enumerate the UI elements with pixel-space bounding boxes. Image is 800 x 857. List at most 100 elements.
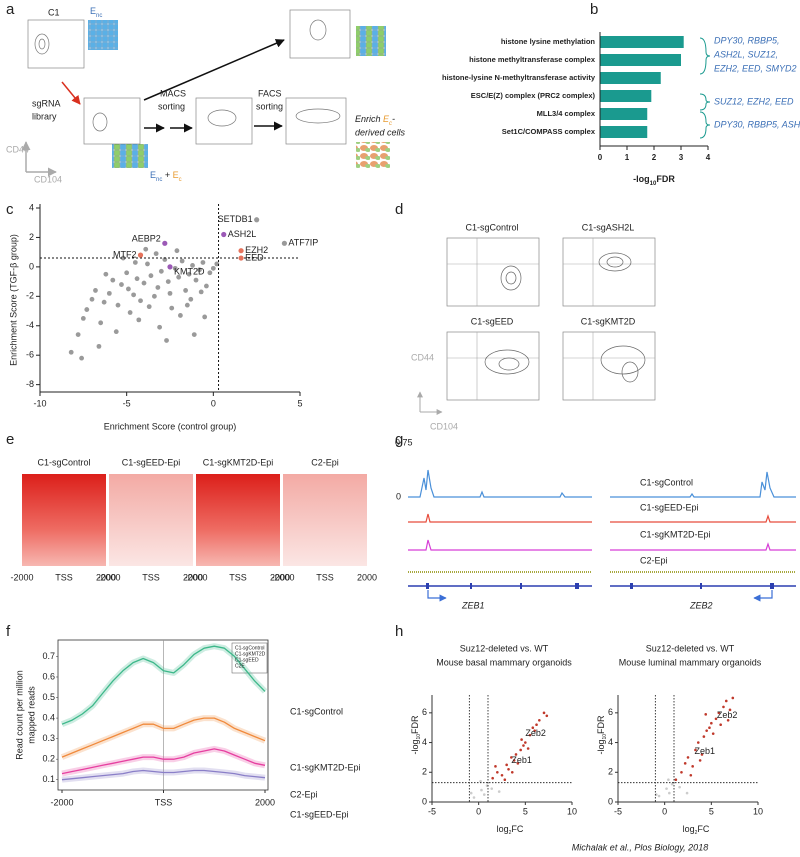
- point: [728, 708, 732, 712]
- point: [178, 313, 183, 318]
- annotation: ASH2L, SUZ12,: [713, 49, 778, 59]
- point: [155, 285, 161, 290]
- category-label: histone-lysine N-methyltransferase activ…: [442, 73, 596, 82]
- line: [61, 748, 266, 775]
- y-tick-label: 0.5: [42, 692, 55, 702]
- plot-title: Suz12-deleted vs. WT: [460, 643, 549, 653]
- point: [134, 276, 140, 282]
- plot-title: Suz12-deleted vs. WT: [646, 643, 735, 653]
- point: [490, 787, 494, 790]
- point: [524, 741, 527, 744]
- highlight-point: [254, 217, 260, 223]
- contour: [505, 271, 517, 285]
- point: [145, 261, 150, 267]
- flow-plot: [285, 97, 347, 145]
- point: [722, 705, 725, 709]
- arrow: [143, 39, 285, 101]
- point-label: SETDB1: [218, 214, 253, 224]
- y-tick-label: 0: [29, 261, 34, 271]
- bar: [600, 126, 648, 138]
- category-label: histone lysine methylation: [501, 37, 596, 46]
- point: [179, 258, 185, 264]
- point-label: EED: [245, 252, 264, 262]
- x-tick-label: TSS: [155, 797, 173, 807]
- point: [514, 753, 518, 756]
- panel-label: g: [395, 431, 403, 448]
- heatmap-tick: -2000: [271, 572, 294, 582]
- x-tick-label: 5: [297, 398, 302, 408]
- y-tick-label: 2: [422, 767, 427, 777]
- point: [528, 733, 532, 737]
- series-label: C1-sgKMT2D-Epi: [290, 762, 361, 772]
- heatmap-title: C1-sgEED-Epi: [122, 457, 181, 467]
- point: [717, 711, 721, 715]
- label: sorting: [256, 101, 283, 111]
- bracket: [699, 37, 711, 75]
- point: [510, 756, 513, 759]
- point: [531, 726, 535, 729]
- y-tick-label: 0.4: [42, 712, 55, 722]
- point-label: Zeb1: [511, 755, 532, 765]
- highlight-point: [238, 255, 244, 261]
- axis-label: log2FC: [497, 824, 524, 836]
- flow-plot: [446, 237, 540, 307]
- category-label: Set1C/COMPASS complex: [502, 127, 596, 136]
- highlight-point: [238, 248, 244, 254]
- point: [500, 773, 504, 777]
- label: MACS: [160, 88, 186, 98]
- heatmap-tick: 2000: [357, 572, 377, 582]
- coverage-track: [408, 469, 592, 498]
- series-label: C1-sgEED-Epi: [290, 809, 349, 819]
- point: [103, 271, 109, 277]
- line: [61, 645, 266, 725]
- point: [704, 713, 708, 716]
- point: [714, 717, 718, 721]
- bar: [600, 90, 652, 102]
- point: [204, 283, 209, 289]
- panel-label: d: [395, 201, 403, 218]
- x-tick-label: -5: [614, 806, 622, 816]
- point: [686, 756, 690, 759]
- point: [535, 723, 538, 727]
- axis-label: Enrichment Score (control group): [104, 421, 237, 431]
- label: sorting: [158, 101, 185, 111]
- heatmap: [109, 474, 193, 566]
- y-tick-label: 0.3: [42, 733, 55, 743]
- cell-icon: [112, 144, 148, 168]
- point: [93, 288, 98, 293]
- track-label: C2-Epi: [640, 555, 668, 565]
- panel-g: 0.75 0 ZEB1 ZEB2: [395, 437, 796, 610]
- point: [115, 302, 121, 308]
- contour: [34, 33, 50, 55]
- coverage-track: [408, 539, 796, 551]
- citation: Michalak et al., Plos Biology, 2018: [572, 842, 708, 852]
- point: [516, 762, 520, 765]
- tss-arrow: [427, 590, 447, 602]
- bar: [600, 72, 661, 84]
- contour: [92, 112, 108, 132]
- flow-plot: [562, 331, 656, 401]
- highlight-point: [281, 240, 287, 246]
- heatmap-title: C1-sgKMT2D-Epi: [203, 457, 274, 467]
- annotation: SUZ12, EZH2, EED: [714, 96, 794, 106]
- heatmap-tick: TSS: [55, 572, 73, 582]
- heatmap: [283, 474, 367, 566]
- point: [678, 785, 681, 789]
- heatmap: [196, 474, 280, 566]
- point: [152, 293, 157, 299]
- point: [153, 251, 159, 257]
- legend-box: [231, 642, 268, 674]
- panel-label: e: [6, 431, 14, 448]
- point: [146, 304, 152, 310]
- line: [61, 717, 266, 758]
- x-tick-label: 10: [753, 806, 763, 816]
- panel-label: h: [395, 623, 403, 640]
- point: [210, 265, 216, 271]
- point: [79, 355, 84, 361]
- point: [510, 770, 514, 774]
- x-tick-label: 1: [625, 153, 630, 162]
- axis-label: -log10FDR: [410, 715, 422, 755]
- annotation: DPY30, RBBP5,: [714, 35, 780, 45]
- point: [184, 302, 190, 308]
- line: [61, 769, 266, 781]
